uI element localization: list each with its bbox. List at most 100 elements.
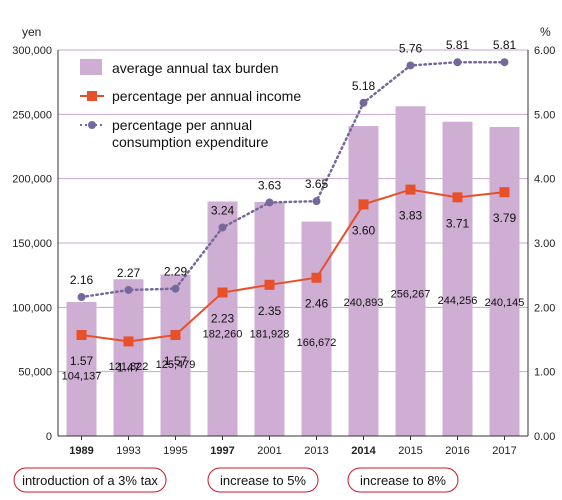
x-tick-label: 2015 — [398, 445, 422, 457]
bar-value-label: 121,822 — [109, 361, 149, 373]
bar-value-label: 256,267 — [391, 289, 431, 301]
legend-label-consumption-2: consumption expenditure — [112, 134, 269, 150]
bar-value-label: 240,893 — [344, 297, 384, 309]
bar-value-label: 181,928 — [250, 329, 290, 341]
consumption-value-label: 2.27 — [117, 266, 141, 280]
y-left-tick-label: 0 — [46, 431, 52, 443]
legend-bar-swatch — [80, 59, 102, 75]
income-point — [123, 336, 134, 347]
bar — [489, 127, 520, 437]
legend-consumption-marker — [88, 121, 96, 129]
bar — [348, 126, 379, 436]
consumption-point — [500, 58, 509, 67]
consumption-value-label: 5.81 — [446, 38, 470, 52]
bar-value-label: 166,672 — [297, 337, 337, 349]
bar — [442, 121, 473, 437]
consumption-value-label: 5.81 — [493, 38, 517, 52]
y-left-tick-label: 250,000 — [12, 109, 52, 121]
x-tick-label: 1993 — [116, 445, 140, 457]
right-axis-unit: % — [540, 25, 551, 39]
callout-box-8pct — [347, 467, 459, 493]
consumption-value-label: 3.65 — [305, 177, 329, 191]
income-point — [264, 279, 275, 290]
consumption-point — [359, 98, 368, 107]
income-value-label: 2.23 — [211, 312, 235, 326]
income-value-label: 2.35 — [258, 304, 282, 318]
consumption-point — [453, 58, 462, 67]
legend-label-consumption-1: percentage per annual — [112, 117, 252, 133]
y-left-tick-label: 200,000 — [12, 174, 52, 186]
income-value-label: 2.46 — [305, 297, 329, 311]
consumption-point — [218, 223, 227, 232]
callout-box-5pct — [207, 467, 319, 493]
bar — [254, 201, 285, 436]
x-tick-label: 2014 — [351, 445, 376, 457]
income-value-label: 3.60 — [352, 223, 376, 237]
y-right-tick-label: 6.00 — [534, 45, 555, 57]
income-point — [358, 199, 369, 210]
y-right-tick-label: 0.00 — [534, 431, 555, 443]
callout-text-8pct: increase to 8% — [360, 473, 446, 488]
y-right-tick-label: 1.00 — [534, 367, 555, 379]
x-tick-label: 1995 — [163, 445, 187, 457]
income-line — [81, 188, 505, 343]
income-value-label: 1.57 — [164, 354, 188, 368]
legend-income-marker — [87, 91, 97, 101]
income-value-label: 3.83 — [399, 209, 423, 223]
bars — [66, 106, 520, 437]
bar — [66, 302, 97, 436]
y-right-tick-label: 5.00 — [534, 109, 555, 121]
bar — [113, 279, 144, 436]
income-point — [217, 287, 228, 298]
bar-value-label: 104,137 — [62, 371, 102, 383]
tax-rate-callouts: introduction of a 3% tax increase to 5% … — [13, 467, 459, 493]
left-axis-unit: yen — [22, 25, 41, 39]
income-value-label: 3.79 — [493, 211, 517, 225]
consumption-line — [80, 60, 506, 299]
callout-text-5pct: increase to 5% — [220, 473, 306, 488]
consumption-point — [406, 61, 415, 70]
y-right-tick-label: 2.00 — [534, 302, 555, 314]
income-point — [76, 329, 87, 340]
consumption-point — [265, 198, 274, 207]
bar-value-label: 244,256 — [438, 295, 478, 307]
consumption-value-label: 2.16 — [70, 273, 94, 287]
x-tick-label: 1989 — [69, 445, 93, 457]
y-left-tick-label: 100,000 — [12, 302, 52, 314]
x-tick-label: 2001 — [257, 445, 281, 457]
y-left-tick-label: 150,000 — [12, 238, 52, 250]
bar — [160, 274, 191, 436]
consumption-value-label: 3.63 — [258, 178, 282, 192]
consumption-point — [312, 197, 321, 206]
income-point — [311, 272, 322, 283]
x-tick-label: 2016 — [445, 445, 469, 457]
income-value-label: 3.71 — [446, 216, 470, 230]
bar — [395, 106, 426, 437]
consumption-value-label: 5.76 — [399, 41, 423, 55]
income-value-label: 1.47 — [117, 360, 141, 374]
income-value-label: 1.57 — [70, 354, 94, 368]
legend-label-tax-burden: average annual tax burden — [112, 60, 279, 76]
bar-value-label: 182,260 — [203, 329, 243, 341]
legend-label-income: percentage per annual income — [112, 88, 301, 104]
consumption-value-label: 5.18 — [352, 79, 376, 93]
x-tick-label: 1997 — [210, 445, 234, 457]
y-right-tick-label: 3.00 — [534, 238, 555, 250]
consumption-value-label: 2.29 — [164, 265, 188, 279]
income-point — [452, 192, 463, 203]
consumption-point — [124, 285, 133, 294]
x-tick-label: 2017 — [492, 445, 516, 457]
x-tick-label: 2013 — [304, 445, 328, 457]
lines — [76, 58, 510, 347]
y-left-tick-label: 50,000 — [18, 367, 52, 379]
consumption-point — [171, 284, 180, 293]
bar-value-label: 125,479 — [156, 359, 196, 371]
y-left-tick-label: 300,000 — [12, 45, 52, 57]
income-point — [405, 184, 416, 195]
bar-value-label: 240,145 — [485, 297, 525, 309]
consumption-value-label: 3.24 — [211, 204, 235, 218]
axes: 0 0.00 50,000 1.00 100,000 2.00 150,000 3.00 200… — [12, 45, 555, 457]
data-labels: 104,137 121,822 125,479 182,260 181,928 166,6… — [62, 38, 525, 383]
income-point — [499, 187, 510, 198]
